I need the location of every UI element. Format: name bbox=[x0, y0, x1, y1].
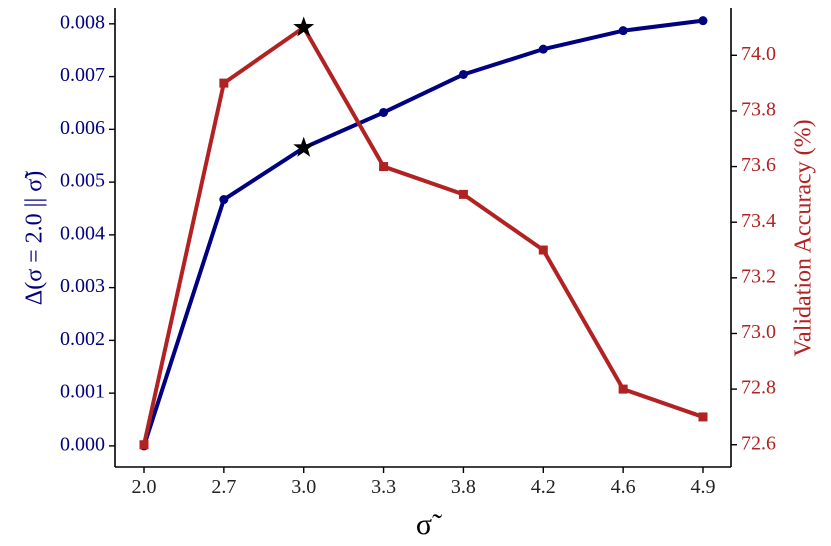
left-y-tick-label: 0.005 bbox=[60, 170, 105, 192]
left-y-tick-label: 0.008 bbox=[60, 11, 105, 33]
left-y-tick-label: 0.001 bbox=[60, 381, 105, 403]
left-series-point bbox=[379, 107, 389, 117]
x-tick-label: 3.8 bbox=[451, 476, 476, 498]
right-series-star-marker bbox=[293, 16, 315, 37]
left-y-tick-label: 0.006 bbox=[60, 117, 105, 139]
x-tick-label: 4.2 bbox=[531, 476, 556, 498]
x-tick-label: 4.6 bbox=[611, 476, 636, 498]
right-series-point bbox=[698, 412, 708, 422]
left-series-point bbox=[458, 69, 468, 79]
right-series bbox=[139, 16, 708, 450]
left-series-point bbox=[698, 16, 708, 26]
x-tick-label: 4.9 bbox=[691, 476, 716, 498]
series-layer bbox=[139, 16, 708, 451]
labels-layer: Δ(σ = 2.0 || σ̃) Validation Accuracy (%)… bbox=[22, 119, 817, 541]
left-y-tick-label: 0.004 bbox=[60, 222, 105, 244]
left-series-point bbox=[219, 195, 229, 205]
x-axis-title: σ̃ bbox=[416, 508, 442, 541]
right-series-point bbox=[379, 162, 389, 172]
left-y-tick-label: 0.003 bbox=[60, 275, 105, 297]
x-tick-label: 3.3 bbox=[371, 476, 396, 498]
left-y-tick-label: 0.000 bbox=[60, 433, 105, 455]
right-y-tick-label: 74.0 bbox=[741, 43, 776, 65]
x-tick-label: 2.7 bbox=[211, 476, 236, 498]
right-y-tick-label: 72.6 bbox=[741, 432, 776, 454]
left-series-line bbox=[142, 18, 705, 448]
left-series-star-marker bbox=[293, 136, 315, 157]
right-y-tick-label: 72.8 bbox=[741, 377, 776, 399]
right-series-point bbox=[538, 245, 548, 255]
x-tick-label: 3.0 bbox=[291, 476, 316, 498]
right-series-line bbox=[142, 25, 705, 447]
right-series-point bbox=[618, 384, 628, 394]
right-series-point bbox=[219, 78, 229, 88]
right-y-tick-label: 73.6 bbox=[741, 154, 776, 176]
right-y-tick-label: 73.2 bbox=[741, 265, 776, 287]
right-series-point bbox=[458, 189, 468, 199]
right-y-tick-label: 73.0 bbox=[741, 321, 776, 343]
left-y-tick-label: 0.007 bbox=[60, 64, 105, 86]
x-tick-label: 2.0 bbox=[132, 476, 157, 498]
left-series-point bbox=[618, 26, 628, 36]
axes: 2.0 2.7 3.0 3.3 3.8 4.2 4.6 4.9 0.000 0.001 0.002 0… bbox=[60, 8, 776, 498]
right-y-tick-label: 73.8 bbox=[741, 99, 776, 121]
right-axis-title: Validation Accuracy (%) bbox=[791, 119, 817, 356]
right-series-point bbox=[139, 440, 149, 450]
left-series-point bbox=[538, 44, 548, 54]
left-axis-title: Δ(σ = 2.0 || σ̃) bbox=[22, 171, 48, 305]
left-y-tick-label: 0.002 bbox=[60, 328, 105, 350]
right-y-tick-label: 73.4 bbox=[741, 210, 776, 232]
